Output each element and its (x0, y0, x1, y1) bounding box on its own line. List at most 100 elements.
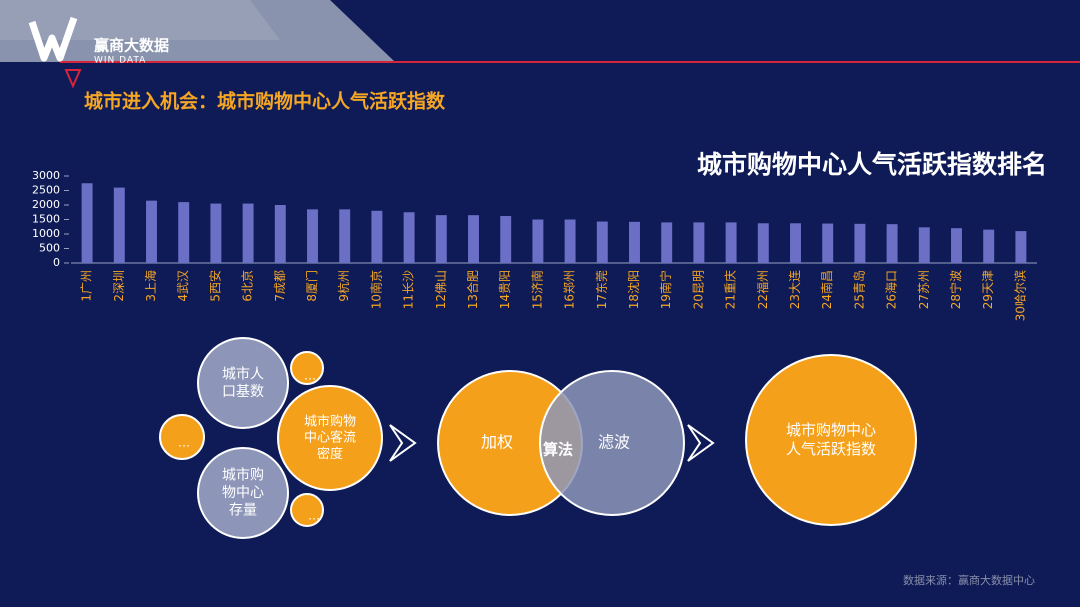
x-tick-label: 29天津 (981, 270, 995, 309)
bar (822, 223, 834, 263)
node-label: 算法 (543, 441, 573, 459)
bar (113, 187, 125, 263)
x-tick-label: 4武汉 (176, 270, 190, 302)
node-label: 城市人 (222, 365, 264, 382)
bar (403, 212, 415, 263)
x-tick-label: 17东莞 (595, 270, 609, 309)
x-tick-label: 21重庆 (724, 270, 738, 309)
y-tick-label: 3000 (32, 169, 60, 182)
x-tick-label: 14贵阳 (498, 270, 512, 309)
bar (790, 223, 801, 263)
y-tick-label: 2000 (32, 198, 60, 211)
diagram-circle (159, 414, 205, 460)
diagram-circle (539, 370, 685, 516)
page-title: 城市进入机会：城市购物中心人气活跃指数 (84, 90, 446, 113)
bar (178, 202, 190, 263)
diagram-circle (277, 385, 383, 491)
node-label: 存量 (229, 503, 257, 519)
x-tick-label: 26海口 (884, 270, 899, 309)
x-tick-label: 6北京 (241, 270, 255, 302)
x-tick-label: 23大连 (787, 270, 802, 309)
bar (468, 215, 479, 263)
node-label: 滤波 (598, 433, 630, 452)
node-label: 人气活跃指数 (786, 440, 876, 458)
x-tick-label: 16郑州 (562, 270, 577, 309)
bar (757, 223, 769, 263)
bar (307, 209, 318, 263)
node-label: 城市购 (222, 467, 264, 484)
node-label: 物中心 (222, 485, 264, 501)
x-tick-label: 28宁波 (948, 270, 963, 309)
x-tick-label: 11长沙 (402, 270, 416, 309)
bar (210, 203, 222, 263)
bar (81, 183, 93, 263)
bar (242, 203, 254, 263)
bar (371, 210, 383, 263)
bar (532, 219, 544, 263)
y-tick-label: 2500 (32, 184, 60, 197)
node-label: 口基数 (222, 383, 264, 400)
bar (854, 223, 866, 263)
bar (1015, 231, 1027, 263)
node-label: 密度 (317, 446, 343, 462)
x-tick-label: 2深圳 (112, 270, 126, 302)
brand-sub: WIN DATA (94, 56, 146, 66)
bar (918, 227, 930, 263)
x-tick-label: 9杭州 (336, 270, 351, 302)
source: 数据来源：赢商大数据中心 (903, 573, 1035, 587)
x-tick-label: 10南京 (368, 270, 383, 309)
x-tick-label: 15济南 (529, 270, 544, 309)
node-label: 城市购物中心 (786, 421, 876, 439)
bar (274, 205, 286, 263)
bar (661, 222, 673, 263)
header-marker (64, 69, 82, 89)
x-tick-label: 1广州 (80, 270, 94, 302)
x-tick-label: 27苏州 (917, 270, 931, 309)
node-label: 中心客流 (304, 430, 356, 446)
node-label: … (308, 509, 320, 523)
node-label: 城市购物 (304, 413, 356, 429)
y-tick-label: 500 (39, 242, 60, 255)
x-tick-label: 3上海 (143, 270, 158, 302)
bar (339, 209, 351, 263)
bar (725, 222, 737, 263)
bar (983, 229, 995, 263)
bar (146, 200, 157, 263)
brand: 赢商大数据 (94, 37, 169, 55)
x-tick-label: 19南宁 (658, 270, 673, 309)
x-tick-label: 22福州 (755, 270, 770, 309)
y-tick-label: 0 (53, 256, 60, 269)
x-tick-label: 20昆明 (691, 270, 705, 309)
bar (596, 221, 608, 263)
chart-title: 城市购物中心人气活跃指数排名 (697, 150, 1047, 179)
x-tick-label: 13合肥 (465, 270, 480, 309)
x-tick-label: 18沈阳 (626, 270, 641, 309)
y-tick-label: 1500 (32, 213, 60, 226)
x-tick-label: 25青岛 (851, 270, 866, 309)
logo-mark (28, 16, 78, 62)
node-label: … (178, 436, 190, 450)
node-label: 加权 (481, 433, 513, 452)
bar (564, 219, 576, 263)
bar (951, 228, 962, 263)
y-tick-label: 1000 (32, 227, 60, 240)
diagram-circle (290, 493, 324, 527)
diagram-circle (745, 354, 917, 526)
bar (886, 224, 898, 263)
diagram-circle (197, 447, 289, 539)
x-tick-label: 30哈尔滨 (1012, 270, 1027, 321)
x-tick-label: 8厦门 (304, 270, 319, 302)
x-tick-label: 12佛山 (434, 270, 448, 309)
x-tick-label: 5西安 (207, 270, 222, 302)
bar (629, 221, 640, 263)
bar (435, 215, 447, 263)
bar (693, 222, 705, 263)
x-tick-label: 24南昌 (819, 270, 834, 309)
chevrons (389, 424, 715, 462)
header-band-light (0, 0, 280, 40)
diagram-circle (290, 351, 324, 385)
x-tick-label: 7成都 (273, 270, 287, 302)
node-label: … (304, 369, 316, 383)
bar (500, 216, 512, 263)
